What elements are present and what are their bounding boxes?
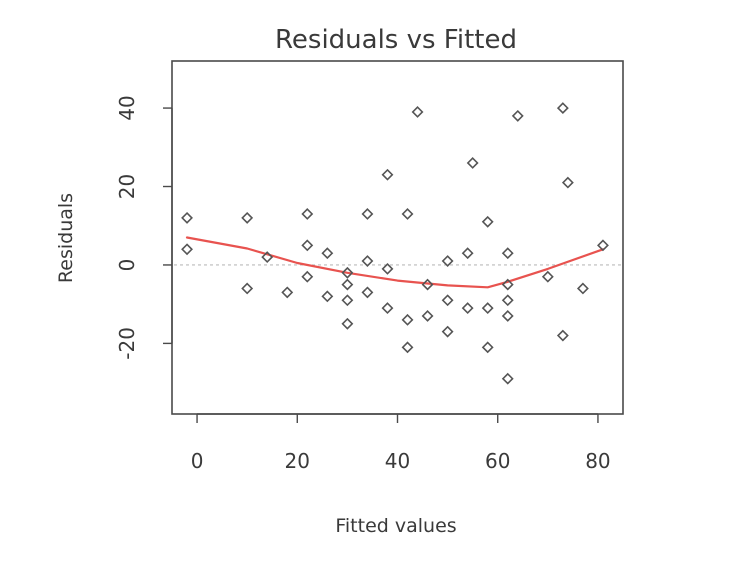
x-axis: 0 20 40 60 80 [191,413,611,473]
data-point-17 [361,255,374,267]
data-point-48 [597,239,609,252]
data-point-45 [556,329,569,342]
data-point-13 [341,278,354,291]
y-tick-label: -20 [115,327,139,360]
data-point-40 [501,310,514,322]
data-point-34 [481,215,494,228]
data-point-9 [301,270,314,283]
data-point-19 [381,168,394,181]
data-point-10 [321,247,334,260]
data-point-41 [501,372,514,385]
x-tick-label: 20 [285,449,310,473]
y-axis: -20 0 20 40 [115,95,173,360]
data-point-15 [341,317,354,330]
data-point-39 [501,294,514,307]
data-point-7 [301,208,314,220]
data-point-30 [441,325,454,338]
data-point-1 [181,211,193,224]
data-point-23 [401,313,414,326]
data-point-33 [466,157,479,169]
data-point-20 [381,262,394,275]
data-point-31 [461,247,474,260]
data-point-4 [241,282,254,295]
x-tick-label: 80 [585,449,610,473]
data-point-24 [401,341,414,354]
data-point-44 [556,102,569,114]
data-point-38 [501,278,514,291]
data-point-22 [401,208,414,220]
y-tick-label: 40 [115,95,139,120]
data-point-14 [341,294,354,307]
data-point-16 [361,208,374,220]
data-point-35 [481,302,494,315]
data-point-12 [341,266,354,279]
x-axis-label: Fitted values [335,515,456,537]
data-point-11 [321,290,334,303]
y-tick-label: 0 [115,259,139,272]
residual-points [181,102,609,385]
y-tick-label: 20 [115,174,139,199]
data-point-46 [561,176,574,189]
data-point-8 [301,239,314,252]
data-point-29 [441,294,454,307]
data-point-18 [361,286,374,299]
x-tick-label: 60 [485,449,510,473]
data-point-36 [481,341,494,354]
data-point-43 [541,270,554,283]
data-point-25 [411,106,424,118]
data-point-37 [501,247,514,260]
data-point-47 [576,282,589,295]
data-point-2 [181,243,193,256]
smooth-line [185,236,605,289]
data-point-6 [281,286,294,299]
data-point-28 [441,255,454,267]
data-point-32 [461,302,474,315]
data-point-21 [381,302,394,315]
data-point-42 [511,109,524,122]
x-tick-label: 40 [385,449,410,473]
data-point-26 [421,278,434,291]
data-point-3 [241,211,254,224]
y-axis-label: Residuals [55,193,77,283]
smooth-trend-line [185,236,605,289]
chart-title: Residuals vs Fitted [275,25,517,55]
data-point-5 [261,251,274,264]
x-tick-label: 0 [191,449,204,473]
data-point-27 [421,310,434,322]
plot-frame [171,60,624,415]
